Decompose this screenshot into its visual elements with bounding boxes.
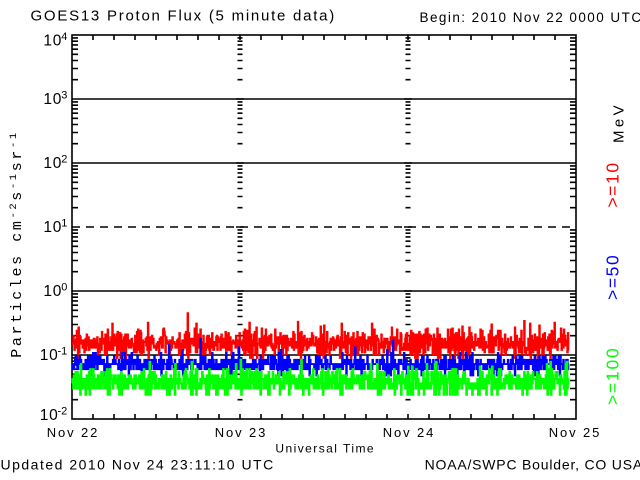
- svg-text:1: 1: [61, 218, 67, 230]
- svg-text:NOAA/SWPC Boulder, CO USA: NOAA/SWPC Boulder, CO USA: [425, 457, 640, 473]
- svg-text:10: 10: [43, 219, 62, 236]
- svg-text:Universal Time: Universal Time: [275, 442, 375, 456]
- svg-text:Begin: 2010 Nov 22 0000 UTC: Begin: 2010 Nov 22 0000 UTC: [420, 10, 640, 25]
- svg-text:Nov 25: Nov 25: [549, 425, 602, 440]
- svg-text:0: 0: [61, 282, 67, 294]
- svg-text:>=10: >=10: [603, 161, 623, 207]
- svg-text:>=50: >=50: [603, 254, 623, 300]
- svg-text:-2: -2: [58, 406, 68, 418]
- svg-text:>=100: >=100: [603, 346, 623, 405]
- svg-text:Nov 24: Nov 24: [383, 425, 436, 440]
- svg-text:4: 4: [61, 31, 67, 43]
- svg-text:Nov 22: Nov 22: [47, 425, 100, 440]
- svg-text:3: 3: [61, 90, 67, 102]
- svg-text:10: 10: [43, 91, 62, 108]
- svg-text:2: 2: [61, 154, 67, 166]
- svg-text:10: 10: [40, 347, 59, 364]
- svg-text:Particles cm-2s-1sr-1: Particles cm-2s-1sr-1: [8, 130, 26, 357]
- svg-text:GOES13 Proton Flux (5 minute d: GOES13 Proton Flux (5 minute data): [31, 8, 336, 25]
- svg-text:10: 10: [43, 155, 62, 172]
- svg-text:-1: -1: [58, 346, 68, 358]
- svg-text:MeV: MeV: [611, 102, 628, 143]
- svg-text:10: 10: [43, 33, 62, 50]
- svg-text:10: 10: [43, 283, 62, 300]
- svg-text:10: 10: [40, 407, 59, 424]
- svg-text:Updated 2010 Nov 24 23:11:10 U: Updated 2010 Nov 24 23:11:10 UTC: [1, 457, 275, 473]
- svg-text:Nov 23: Nov 23: [215, 425, 268, 440]
